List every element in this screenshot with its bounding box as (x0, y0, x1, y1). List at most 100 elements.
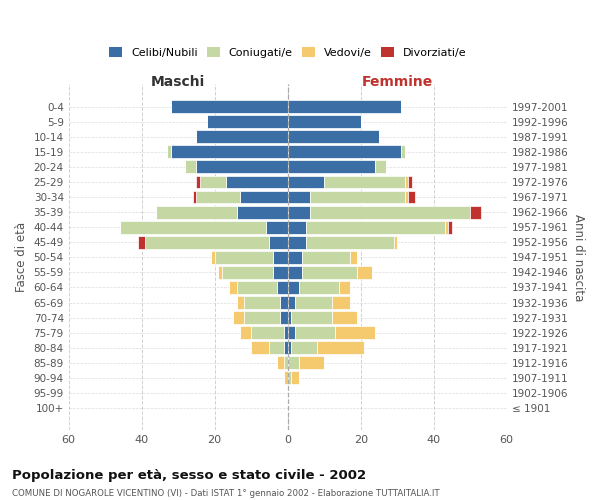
Bar (287, 176, 324, 188)
Bar (287, 190, 310, 203)
Bar (287, 100, 401, 113)
Bar (273, 266, 287, 279)
Bar (302, 251, 350, 264)
Bar (284, 342, 287, 354)
Bar (240, 190, 287, 203)
Bar (269, 236, 287, 248)
Bar (244, 296, 280, 309)
Text: Maschi: Maschi (151, 74, 205, 88)
Bar (287, 356, 299, 369)
Text: Popolazione per età, sesso e stato civile - 2002: Popolazione per età, sesso e stato civil… (12, 470, 366, 482)
Bar (350, 251, 357, 264)
Bar (376, 160, 386, 173)
Bar (218, 266, 222, 279)
Bar (287, 130, 379, 143)
Bar (287, 326, 295, 339)
Bar (408, 190, 415, 203)
Bar (208, 116, 287, 128)
Bar (287, 116, 361, 128)
Bar (236, 206, 287, 218)
Bar (287, 221, 306, 234)
Bar (280, 296, 287, 309)
Bar (292, 342, 317, 354)
Bar (287, 372, 292, 384)
Bar (302, 266, 357, 279)
Bar (408, 176, 412, 188)
Bar (222, 266, 273, 279)
Bar (295, 296, 331, 309)
Bar (171, 146, 287, 158)
Bar (284, 326, 287, 339)
Bar (229, 281, 236, 294)
Bar (277, 281, 287, 294)
Bar (287, 236, 306, 248)
Bar (445, 221, 448, 234)
Bar (196, 176, 200, 188)
Bar (310, 206, 470, 218)
Y-axis label: Fasce di età: Fasce di età (15, 222, 28, 292)
Bar (236, 296, 244, 309)
Bar (193, 190, 196, 203)
Bar (299, 356, 324, 369)
Bar (401, 146, 404, 158)
Bar (287, 251, 302, 264)
Bar (196, 160, 287, 173)
Bar (310, 190, 404, 203)
Text: COMUNE DI NOGAROLE VICENTINO (VI) - Dati ISTAT 1° gennaio 2002 - Elaborazione TU: COMUNE DI NOGAROLE VICENTINO (VI) - Dati… (12, 488, 440, 498)
Bar (215, 251, 273, 264)
Bar (287, 160, 376, 173)
Bar (266, 221, 287, 234)
Bar (226, 176, 287, 188)
Bar (331, 296, 350, 309)
Bar (284, 372, 287, 384)
Bar (324, 176, 404, 188)
Bar (287, 266, 302, 279)
Bar (394, 236, 397, 248)
Bar (287, 342, 292, 354)
Bar (339, 281, 350, 294)
Bar (280, 311, 287, 324)
Bar (200, 176, 226, 188)
Bar (167, 146, 171, 158)
Bar (244, 311, 280, 324)
Bar (240, 326, 251, 339)
Bar (295, 326, 335, 339)
Bar (138, 236, 145, 248)
Bar (251, 342, 269, 354)
Bar (185, 160, 196, 173)
Bar (287, 311, 292, 324)
Text: Femmine: Femmine (362, 74, 433, 88)
Bar (211, 251, 215, 264)
Bar (299, 281, 339, 294)
Bar (145, 236, 269, 248)
Bar (287, 146, 401, 158)
Bar (251, 326, 284, 339)
Y-axis label: Anni di nascita: Anni di nascita (572, 214, 585, 301)
Bar (317, 342, 364, 354)
Bar (284, 356, 287, 369)
Bar (156, 206, 236, 218)
Bar (269, 342, 284, 354)
Bar (277, 356, 284, 369)
Bar (196, 190, 240, 203)
Bar (331, 311, 357, 324)
Bar (404, 190, 408, 203)
Bar (236, 281, 277, 294)
Bar (292, 311, 332, 324)
Bar (171, 100, 287, 113)
Bar (292, 372, 299, 384)
Bar (273, 251, 287, 264)
Bar (470, 206, 481, 218)
Bar (306, 236, 394, 248)
Legend: Celibi/Nubili, Coniugati/e, Vedovi/e, Divorziati/e: Celibi/Nubili, Coniugati/e, Vedovi/e, Di… (107, 45, 469, 60)
Bar (287, 281, 299, 294)
Bar (335, 326, 376, 339)
Bar (357, 266, 371, 279)
Bar (196, 130, 287, 143)
Bar (287, 206, 310, 218)
Bar (287, 296, 295, 309)
Bar (120, 221, 266, 234)
Bar (404, 176, 408, 188)
Bar (233, 311, 244, 324)
Bar (306, 221, 445, 234)
